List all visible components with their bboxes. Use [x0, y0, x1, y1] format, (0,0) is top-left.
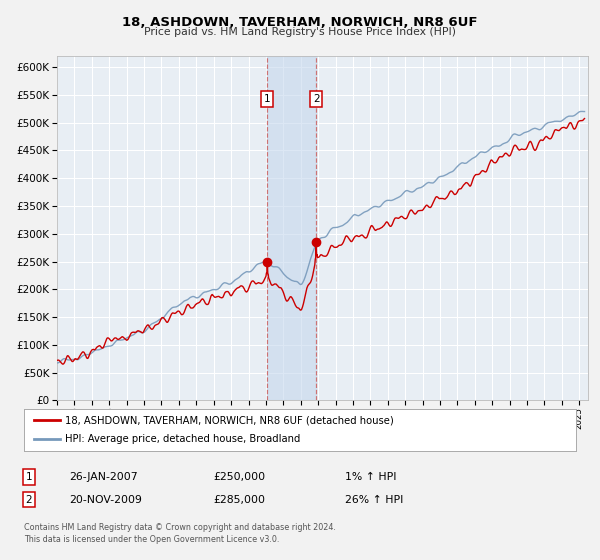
Text: Price paid vs. HM Land Registry's House Price Index (HPI): Price paid vs. HM Land Registry's House …: [144, 27, 456, 37]
Text: 26% ↑ HPI: 26% ↑ HPI: [345, 494, 403, 505]
Text: 26-JAN-2007: 26-JAN-2007: [69, 472, 137, 482]
Text: 2: 2: [25, 494, 32, 505]
Text: 20-NOV-2009: 20-NOV-2009: [69, 494, 142, 505]
Text: 1: 1: [264, 94, 271, 104]
Text: 1% ↑ HPI: 1% ↑ HPI: [345, 472, 397, 482]
Text: £285,000: £285,000: [213, 494, 265, 505]
Text: 18, ASHDOWN, TAVERHAM, NORWICH, NR8 6UF: 18, ASHDOWN, TAVERHAM, NORWICH, NR8 6UF: [122, 16, 478, 29]
Text: £250,000: £250,000: [213, 472, 265, 482]
Text: This data is licensed under the Open Government Licence v3.0.: This data is licensed under the Open Gov…: [24, 535, 280, 544]
Text: 1: 1: [25, 472, 32, 482]
Bar: [267, 56, 316, 400]
Text: Contains HM Land Registry data © Crown copyright and database right 2024.: Contains HM Land Registry data © Crown c…: [24, 523, 336, 532]
Text: HPI: Average price, detached house, Broadland: HPI: Average price, detached house, Broa…: [65, 435, 301, 445]
Text: 2: 2: [313, 94, 320, 104]
Text: 18, ASHDOWN, TAVERHAM, NORWICH, NR8 6UF (detached house): 18, ASHDOWN, TAVERHAM, NORWICH, NR8 6UF …: [65, 415, 394, 425]
